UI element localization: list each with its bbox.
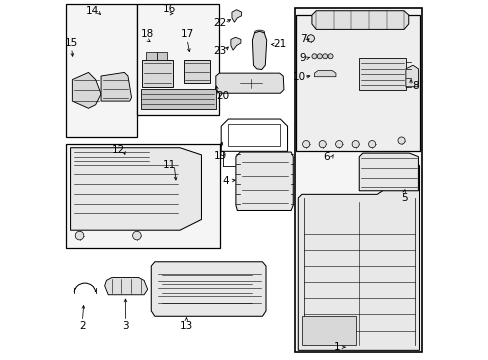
Polygon shape [252,31,266,69]
Circle shape [351,140,359,148]
Text: 21: 21 [273,40,286,49]
Bar [86,180,140,220]
Polygon shape [70,148,201,230]
Circle shape [335,140,342,148]
Bar [99,201,108,213]
Bar [296,15,419,151]
Circle shape [322,54,327,59]
Polygon shape [298,158,419,350]
Polygon shape [301,316,355,345]
Circle shape [317,54,322,59]
Bar [142,60,172,87]
Circle shape [132,231,141,240]
Bar [124,201,133,213]
Circle shape [327,54,332,59]
Circle shape [75,231,83,240]
Bar [112,201,121,213]
Bar [183,60,210,83]
Polygon shape [235,152,293,211]
Ellipse shape [254,30,264,35]
Bar [160,272,253,306]
Circle shape [397,137,405,144]
Bar [145,52,156,59]
Text: 20: 20 [216,91,229,101]
Text: 17: 17 [180,30,193,39]
Text: 4: 4 [222,176,229,186]
Text: 13: 13 [180,321,193,331]
Polygon shape [405,65,418,87]
Bar [294,8,421,352]
Bar [156,266,262,311]
Polygon shape [231,10,241,22]
Text: 5: 5 [400,193,407,203]
Circle shape [368,140,375,148]
Text: 11: 11 [162,160,176,170]
Polygon shape [311,11,408,30]
Text: 23: 23 [212,46,225,56]
Circle shape [302,140,309,148]
Text: 19: 19 [213,150,226,161]
Circle shape [210,282,228,300]
Text: 14: 14 [86,6,99,17]
Polygon shape [314,71,335,77]
Bar [359,58,405,90]
Circle shape [188,282,206,300]
Polygon shape [215,73,284,93]
Polygon shape [101,72,131,101]
Polygon shape [359,153,418,191]
Polygon shape [72,72,101,108]
Bar [65,144,219,248]
Polygon shape [228,125,280,146]
Polygon shape [151,262,265,316]
Text: 10: 10 [292,72,305,82]
Polygon shape [230,37,241,50]
Text: 9: 9 [298,53,305,63]
Ellipse shape [240,79,261,87]
Bar [72,148,151,166]
Text: 12: 12 [111,145,124,155]
Bar [240,158,289,205]
Bar [65,4,137,137]
Text: 22: 22 [212,18,225,28]
Bar [72,155,180,223]
Text: 7: 7 [299,35,306,44]
Bar [156,52,167,59]
Text: 18: 18 [140,30,153,39]
Text: 16: 16 [163,4,176,14]
Bar [137,4,219,116]
Circle shape [306,35,314,42]
Text: 3: 3 [122,321,128,331]
Text: 2: 2 [79,321,85,331]
Text: 1: 1 [333,342,340,352]
Text: 15: 15 [65,38,78,48]
Polygon shape [104,278,147,295]
Bar [140,89,215,109]
Text: 8: 8 [412,81,418,91]
Circle shape [311,54,316,59]
Text: 6: 6 [323,152,329,162]
Circle shape [319,140,325,148]
